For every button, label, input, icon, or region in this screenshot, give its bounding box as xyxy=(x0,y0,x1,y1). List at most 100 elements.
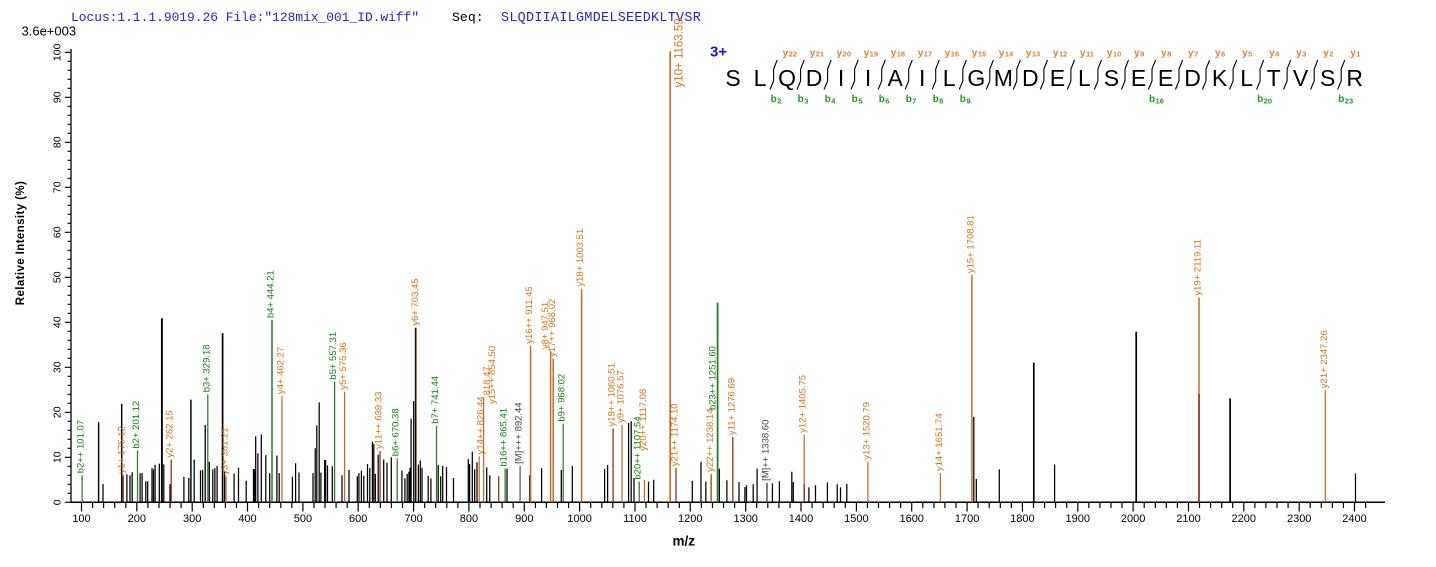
svg-text:b4+ 444.21: b4+ 444.21 xyxy=(266,270,277,318)
svg-text:y18: y18 xyxy=(891,48,905,59)
svg-text:SLQDIIAILGMDELSEEDKLTVSR: SLQDIIAILGMDELSEEDKLTVSR xyxy=(501,11,701,26)
svg-text:y15++ 854.50: y15++ 854.50 xyxy=(487,346,498,404)
svg-text:y3+ 361.21: y3+ 361.21 xyxy=(220,427,231,474)
svg-text:y5+ 575.36: y5+ 575.36 xyxy=(338,342,349,389)
svg-text:800: 800 xyxy=(460,513,478,525)
svg-text:Q: Q xyxy=(778,65,796,91)
svg-text:1600: 1600 xyxy=(899,513,923,525)
svg-text:1300: 1300 xyxy=(733,513,757,525)
svg-text:y5: y5 xyxy=(1242,48,1252,59)
svg-text:1100: 1100 xyxy=(623,513,647,525)
svg-text:60: 60 xyxy=(52,226,64,238)
svg-text:b7+ 741.44: b7+ 741.44 xyxy=(430,376,441,424)
svg-text:20: 20 xyxy=(52,406,64,418)
svg-text:b5: b5 xyxy=(852,94,863,106)
svg-text:700: 700 xyxy=(404,513,422,525)
svg-text:b9: b9 xyxy=(960,94,971,106)
svg-text:y15+ 1708.81: y15+ 1708.81 xyxy=(965,215,976,273)
svg-text:1200: 1200 xyxy=(678,513,702,525)
svg-text:y9: y9 xyxy=(1134,48,1144,59)
svg-text:y12: y12 xyxy=(1053,48,1067,59)
svg-text:S: S xyxy=(725,65,740,91)
svg-text:M: M xyxy=(994,65,1013,91)
svg-text:2000: 2000 xyxy=(1121,513,1145,525)
svg-text:I: I xyxy=(838,65,844,91)
svg-text:E: E xyxy=(1050,65,1065,91)
svg-text:y3: y3 xyxy=(1296,48,1306,59)
svg-text:1000: 1000 xyxy=(567,513,591,525)
svg-text:1700: 1700 xyxy=(955,513,979,525)
svg-text:E: E xyxy=(1158,65,1173,91)
svg-text:y2: y2 xyxy=(1323,48,1333,59)
svg-text:200: 200 xyxy=(128,513,146,525)
svg-text:1500: 1500 xyxy=(844,513,868,525)
svg-text:90: 90 xyxy=(52,91,64,103)
svg-text:L: L xyxy=(1240,65,1253,91)
svg-text:y4+ 462.27: y4+ 462.27 xyxy=(276,347,287,394)
svg-text:y11: y11 xyxy=(1080,48,1094,59)
svg-text:y19+ 2119.11: y19+ 2119.11 xyxy=(1193,239,1204,295)
svg-text:900: 900 xyxy=(515,513,533,525)
svg-text:E: E xyxy=(1131,65,1146,91)
svg-text:b2++ 101.07: b2++ 101.07 xyxy=(76,420,87,473)
svg-text:b7: b7 xyxy=(906,94,917,106)
svg-text:y22++ 1238.14: y22++ 1238.14 xyxy=(705,408,716,471)
svg-text:Locus:1.1.1.9019.26 File:"128m: Locus:1.1.1.9019.26 File:"128mix_001_ID.… xyxy=(71,10,419,25)
svg-text:50: 50 xyxy=(52,271,64,283)
svg-text:y2+ 262.15: y2+ 262.15 xyxy=(165,410,176,457)
svg-text:y14++ 826.44: y14++ 826.44 xyxy=(476,396,487,454)
svg-text:b3: b3 xyxy=(798,94,809,106)
svg-text:L: L xyxy=(754,65,767,91)
svg-text:y21: y21 xyxy=(810,48,824,59)
svg-text:2200: 2200 xyxy=(1232,513,1256,525)
svg-text:y20: y20 xyxy=(837,48,851,59)
svg-text:1800: 1800 xyxy=(1010,513,1034,525)
svg-text:Seq:: Seq: xyxy=(452,10,484,25)
svg-text:b6+ 670.38: b6+ 670.38 xyxy=(391,408,402,456)
svg-text:y17++ 968.02: y17++ 968.02 xyxy=(547,299,558,357)
svg-text:V: V xyxy=(1293,65,1309,91)
svg-text:b2+ 201.12: b2+ 201.12 xyxy=(131,401,142,449)
svg-text:b20: b20 xyxy=(1257,94,1272,106)
svg-text:y9+ 1076.57: y9+ 1076.57 xyxy=(616,370,627,423)
svg-text:600: 600 xyxy=(349,513,367,525)
svg-text:R: R xyxy=(1346,65,1363,91)
svg-text:T: T xyxy=(1267,65,1281,91)
svg-text:m/z: m/z xyxy=(673,534,696,549)
svg-text:b5+ 557.31: b5+ 557.31 xyxy=(328,332,339,380)
svg-text:80: 80 xyxy=(52,136,64,148)
svg-text:y18+ 1003.51: y18+ 1003.51 xyxy=(575,229,586,287)
svg-text:y16: y16 xyxy=(945,48,959,59)
svg-text:y15: y15 xyxy=(972,48,986,59)
svg-text:1400: 1400 xyxy=(789,513,813,525)
svg-text:b23: b23 xyxy=(1338,94,1353,106)
svg-text:y11+ 1276.69: y11+ 1276.69 xyxy=(726,378,737,435)
svg-text:L: L xyxy=(1078,65,1091,91)
svg-text:y10: y10 xyxy=(1107,48,1121,59)
svg-text:100: 100 xyxy=(52,43,64,61)
svg-text:y11++ 639.33: y11++ 639.33 xyxy=(374,392,385,449)
svg-text:1900: 1900 xyxy=(1066,513,1090,525)
svg-text:b3+ 329.18: b3+ 329.18 xyxy=(201,344,212,392)
svg-text:3+: 3+ xyxy=(710,44,727,61)
svg-text:y21+ 2347.26: y21+ 2347.26 xyxy=(1319,330,1330,388)
svg-text:b23++ 1251.60: b23++ 1251.60 xyxy=(707,346,718,410)
svg-text:y12+ 1405.75: y12+ 1405.75 xyxy=(798,375,809,433)
svg-text:K: K xyxy=(1212,65,1228,91)
svg-text:I: I xyxy=(919,65,925,91)
svg-text:b8: b8 xyxy=(933,94,944,106)
svg-text:40: 40 xyxy=(52,316,64,328)
svg-text:y20++ 1117.08: y20++ 1117.08 xyxy=(638,389,649,451)
svg-text:818.47: 818.47 xyxy=(482,366,493,395)
svg-text:y6+ 703.45: y6+ 703.45 xyxy=(410,278,421,325)
svg-text:Relative Intensity (%): Relative Intensity (%) xyxy=(15,181,27,305)
svg-text:3.6e+003: 3.6e+003 xyxy=(22,24,77,39)
svg-text:b20++ 1107.54: b20++ 1107.54 xyxy=(633,416,644,479)
svg-text:D: D xyxy=(1184,65,1201,91)
svg-text:S: S xyxy=(1104,65,1119,91)
svg-text:10: 10 xyxy=(52,451,64,463)
svg-text:b4: b4 xyxy=(825,94,837,106)
svg-text:b16++ 865.41: b16++ 865.41 xyxy=(499,408,510,467)
svg-text:b9+ 968.02: b9+ 968.02 xyxy=(557,374,568,422)
svg-text:b6: b6 xyxy=(879,94,890,106)
